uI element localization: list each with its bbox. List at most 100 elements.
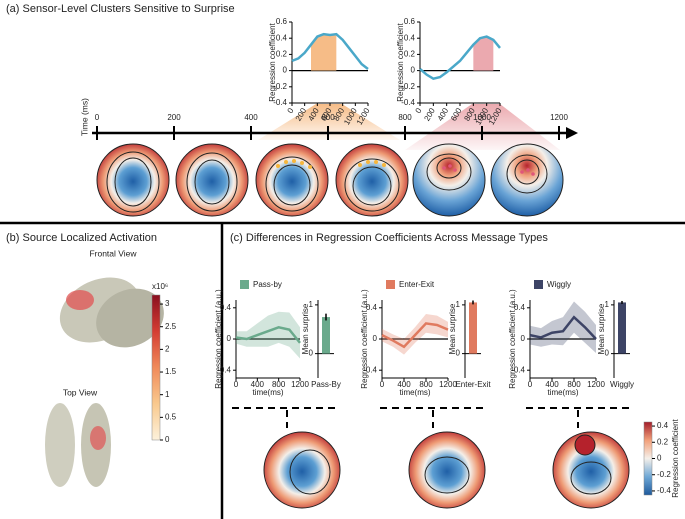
y-tick-label: 0 [657, 454, 662, 463]
y-tick-label: 0 [521, 334, 526, 343]
y-tick-label: 0.4 [220, 303, 232, 312]
y-tick-label: 1 [165, 390, 170, 399]
error-band [530, 301, 596, 354]
timeline-tick-label: 400 [244, 113, 258, 122]
topoplots-bottom [263, 431, 630, 509]
y-tick-label: 1 [309, 300, 314, 309]
y-tick-label: 0 [283, 66, 288, 75]
bar [618, 302, 626, 354]
x-tick-label: 400 [545, 380, 559, 389]
y-tick-label: 0 [373, 334, 378, 343]
panel-title: (c) Differences in Regression Coefficien… [230, 232, 548, 244]
legend-swatch [386, 280, 395, 289]
y-tick-label: 2 [165, 344, 170, 353]
y-tick-label: 0.5 [165, 412, 177, 421]
x-tick-label: 400 [251, 380, 265, 389]
y-axis-label: Regression coefficient [396, 22, 405, 101]
y-tick-label: 0.4 [276, 33, 288, 42]
timeline-label: Time (ms) [79, 98, 89, 136]
x-tick-label: 1200 [587, 380, 605, 389]
view-label: Frontal View [89, 248, 137, 258]
y-tick-label: 0.6 [276, 17, 288, 26]
y-tick-label: 1.5 [165, 367, 177, 376]
y-tick-label: -0.4 [363, 365, 377, 374]
x-tick-label: 0 [528, 380, 533, 389]
y-tick-label: -0.4 [401, 98, 415, 107]
y-tick-label: 0.4 [404, 33, 416, 42]
x-axis-label: time(ms) [399, 388, 430, 397]
y-tick-label: -0.4 [657, 486, 671, 495]
line-series [291, 32, 369, 70]
line-series [529, 315, 597, 340]
x-tick-label: Enter-Exit [455, 380, 491, 389]
y-tick-label: -0.4 [217, 365, 231, 374]
y-tick-label: 0 [456, 349, 461, 358]
y-tick-label: 0 [309, 349, 314, 358]
colorbar [643, 421, 653, 496]
timeline-tick-label: 600 [321, 113, 335, 122]
y-axis-label: Regression coefficient [268, 22, 277, 101]
timeline-tick-label: 200 [167, 113, 181, 122]
line-series [381, 322, 449, 349]
x-axis-label: time(ms) [547, 388, 578, 397]
line-series [235, 326, 301, 344]
brain-images [45, 277, 164, 487]
y-tick-label: 0 [227, 334, 232, 343]
y-tick-label: 0.4 [366, 303, 378, 312]
y-tick-label: -0.2 [657, 470, 671, 479]
x-tick-label: 1200 [291, 380, 309, 389]
y-tick-label: -0.4 [511, 365, 525, 374]
y-axis-label: Mean surprise [597, 303, 606, 354]
colorbar-label: Regression coefficient [671, 418, 680, 497]
x-tick-label: 0 [286, 106, 296, 115]
legend-label: Enter-Exit [399, 280, 435, 289]
legend-label: Wiggly [547, 280, 571, 289]
topoplots-top [96, 143, 564, 217]
y-tick-label: 1 [456, 300, 461, 309]
y-tick-label: 0.2 [657, 437, 669, 446]
y-tick-label: 3 [165, 299, 170, 308]
y-tick-label: 0 [165, 435, 170, 444]
view-label: Top View [63, 387, 98, 397]
colorbar [151, 294, 161, 441]
x-tick-label: 800 [567, 380, 581, 389]
legend-label: Pass-by [253, 280, 282, 289]
y-axis-label: Regression coefficient (a.u.) [214, 289, 223, 389]
x-tick-label: 1200 [439, 380, 457, 389]
y-tick-label: 0.4 [657, 421, 669, 430]
y-tick-label: -0.2 [401, 82, 415, 91]
timeline-tick-label: 0 [95, 113, 100, 122]
x-tick-label: 400 [397, 380, 411, 389]
x-tick-label: Pass-By [311, 380, 341, 389]
timeline-tick-label: 1200 [550, 113, 568, 122]
x-tick-label: 400 [436, 106, 451, 123]
y-axis-label: Mean surprise [448, 303, 457, 354]
x-tick-label: 0 [234, 380, 239, 389]
bar [322, 317, 330, 354]
y-tick-label: 0 [411, 66, 416, 75]
timeline-tick-label: 800 [398, 113, 412, 122]
legend-swatch [534, 280, 543, 289]
panel-title: (b) Source Localized Activation [6, 232, 157, 244]
highlight-window [311, 34, 337, 71]
timeline-tick-label: 1000 [473, 113, 491, 122]
x-tick-label: 0 [414, 106, 424, 115]
x-tick-label: 200 [422, 106, 437, 123]
panel-title: (a) Sensor-Level Clusters Sensitive to S… [6, 3, 235, 15]
y-axis-label: Mean surprise [301, 303, 310, 354]
window-fan [258, 104, 400, 140]
x-axis-label: time(ms) [252, 388, 283, 397]
x-tick-label: 800 [272, 380, 286, 389]
y-tick-label: -0.4 [273, 98, 287, 107]
y-tick-label: 0 [605, 349, 610, 358]
y-tick-label: 2.5 [165, 322, 177, 331]
line-series [419, 35, 501, 81]
bar [469, 302, 477, 354]
legend-swatch [240, 280, 249, 289]
y-tick-label: 0.2 [276, 50, 288, 59]
y-tick-label: 0.6 [404, 17, 416, 26]
y-axis-label: Regression coefficient (a.u.) [360, 289, 369, 389]
timeline-arrow [566, 127, 578, 139]
dashed-separators [232, 407, 632, 428]
